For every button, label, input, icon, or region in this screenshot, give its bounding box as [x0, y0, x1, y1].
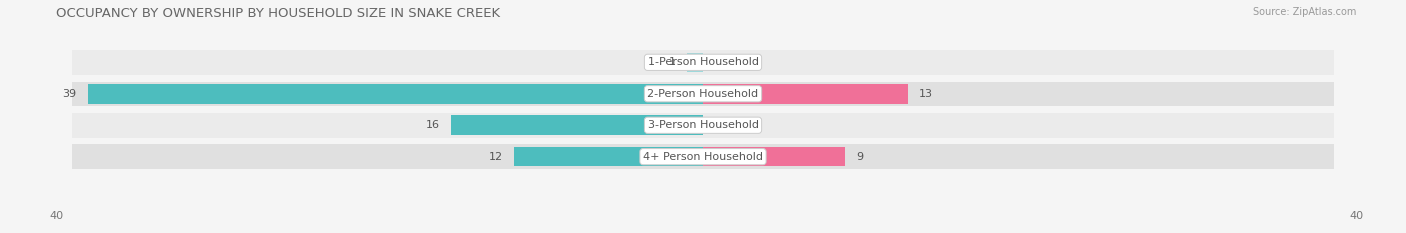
Text: 1-Person Household: 1-Person Household	[648, 57, 758, 67]
Text: 2-Person Household: 2-Person Household	[647, 89, 759, 99]
Bar	[513, 147, 703, 166]
Bar	[72, 113, 1334, 137]
Text: 40: 40	[1350, 211, 1364, 221]
Text: 16: 16	[426, 120, 440, 130]
Text: 40: 40	[49, 211, 63, 221]
Bar	[72, 144, 1334, 169]
Text: 4+ Person Household: 4+ Person Household	[643, 152, 763, 162]
Bar	[703, 84, 908, 103]
Text: 9: 9	[856, 152, 863, 162]
Text: Source: ZipAtlas.com: Source: ZipAtlas.com	[1253, 7, 1357, 17]
Text: 3-Person Household: 3-Person Household	[648, 120, 758, 130]
Text: 13: 13	[920, 89, 934, 99]
Bar	[703, 147, 845, 166]
Text: OCCUPANCY BY OWNERSHIP BY HOUSEHOLD SIZE IN SNAKE CREEK: OCCUPANCY BY OWNERSHIP BY HOUSEHOLD SIZE…	[56, 7, 501, 20]
Bar	[87, 84, 703, 103]
Bar	[72, 82, 1334, 106]
Bar	[72, 50, 1334, 75]
Bar	[688, 53, 703, 72]
Text: 1: 1	[669, 57, 676, 67]
Text: 12: 12	[488, 152, 503, 162]
Bar	[450, 116, 703, 135]
Text: 39: 39	[63, 89, 77, 99]
